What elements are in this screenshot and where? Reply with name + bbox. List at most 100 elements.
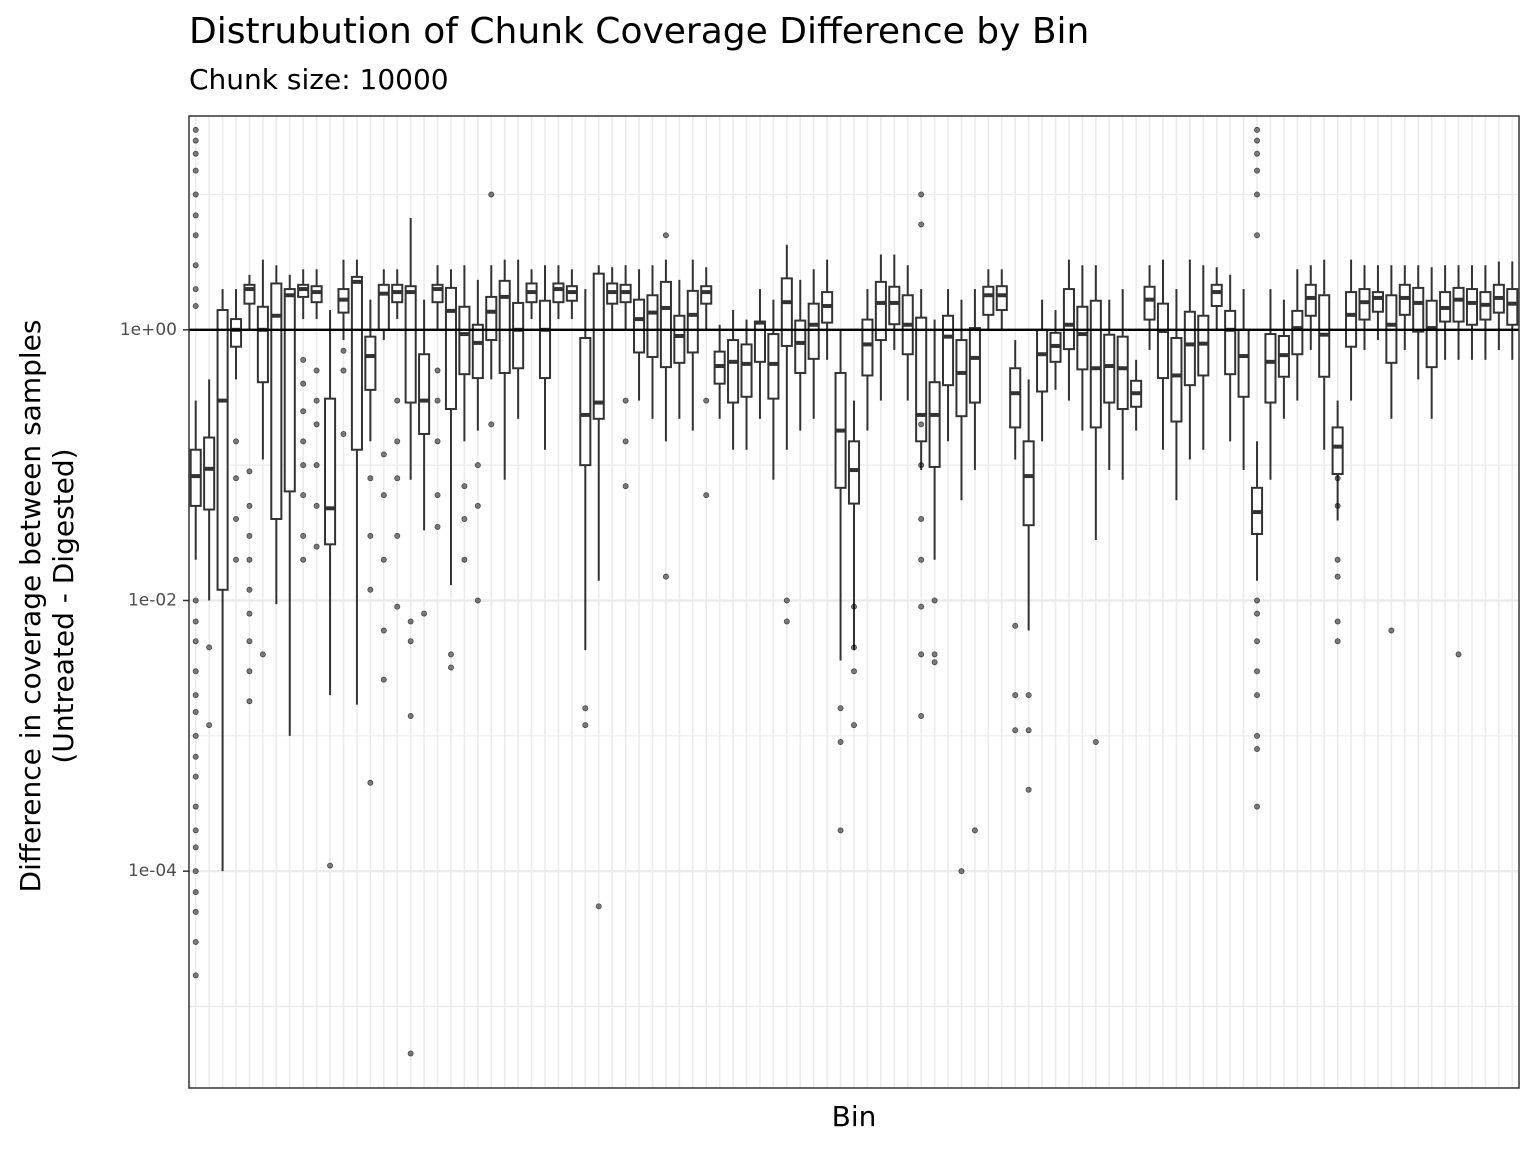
outlier — [192, 638, 199, 645]
outlier — [380, 676, 387, 683]
outlier — [851, 722, 858, 729]
outlier — [703, 397, 710, 404]
box — [1076, 305, 1089, 371]
outlier — [918, 462, 925, 469]
outlier — [259, 651, 266, 658]
outlier — [1012, 692, 1019, 699]
box — [471, 323, 484, 380]
box — [1183, 310, 1196, 387]
outlier — [192, 137, 199, 144]
outlier — [313, 367, 320, 374]
box — [874, 280, 887, 342]
outlier — [931, 651, 938, 658]
outlier — [461, 483, 468, 490]
outlier — [474, 502, 481, 509]
box — [753, 320, 766, 363]
outlier — [447, 651, 454, 658]
chart-title: Distrubution of Chunk Coverage Differenc… — [189, 11, 1089, 52]
outlier — [192, 302, 199, 309]
outlier — [192, 803, 199, 810]
chart-subtitle: Chunk size: 10000 — [189, 63, 449, 96]
outlier — [192, 844, 199, 851]
box — [633, 298, 646, 354]
outlier — [1254, 610, 1261, 617]
outlier — [582, 722, 589, 729]
outlier — [703, 492, 710, 499]
outlier — [394, 475, 401, 482]
outlier — [407, 1050, 414, 1057]
outlier — [246, 468, 253, 475]
outlier — [192, 286, 199, 293]
box — [1506, 288, 1519, 326]
outlier — [421, 610, 428, 617]
box — [646, 294, 659, 358]
outlier — [192, 753, 199, 760]
box — [982, 285, 995, 316]
box — [310, 285, 323, 304]
box — [324, 397, 337, 546]
outlier — [461, 516, 468, 523]
outlier — [192, 150, 199, 157]
box — [686, 289, 699, 354]
outlier — [367, 475, 374, 482]
outlier — [783, 618, 790, 625]
box — [512, 301, 525, 370]
outlier — [1025, 692, 1032, 699]
box — [740, 343, 753, 398]
outlier — [474, 597, 481, 604]
box — [915, 316, 928, 443]
box — [538, 299, 552, 380]
box — [592, 272, 605, 420]
outlier — [837, 705, 844, 712]
y-tick-label: 1e+00 — [120, 320, 177, 340]
box — [700, 285, 713, 305]
outlier — [918, 221, 925, 228]
outlier — [394, 438, 401, 445]
box — [1412, 286, 1425, 333]
outlier — [1254, 597, 1261, 604]
outlier — [1334, 556, 1341, 563]
outlier — [246, 532, 253, 539]
box — [444, 286, 458, 410]
outlier — [1012, 622, 1019, 629]
outlier — [233, 438, 240, 445]
outlier — [192, 827, 199, 834]
box — [1103, 333, 1116, 404]
outlier — [783, 597, 790, 604]
outlier — [233, 516, 240, 523]
outlier — [1254, 126, 1261, 133]
outlier — [1092, 739, 1099, 746]
outlier — [488, 421, 495, 428]
outlier — [192, 191, 199, 198]
outlier — [192, 126, 199, 133]
outlier — [394, 397, 401, 404]
box — [1291, 309, 1304, 356]
outlier — [192, 262, 199, 269]
outlier — [461, 556, 468, 563]
outlier — [595, 903, 602, 910]
outlier — [192, 908, 199, 915]
outlier — [192, 709, 199, 716]
outlier — [192, 692, 199, 699]
box — [579, 336, 592, 467]
box — [229, 318, 243, 348]
outlier — [931, 597, 938, 604]
outlier — [1334, 475, 1341, 482]
outlier — [192, 732, 199, 739]
outlier — [192, 597, 199, 604]
outlier — [300, 556, 307, 563]
outlier — [1455, 651, 1462, 658]
outlier — [918, 713, 925, 720]
outlier — [246, 668, 253, 675]
outlier — [1012, 727, 1019, 734]
outlier — [246, 638, 253, 645]
outlier — [313, 421, 320, 428]
outlier — [206, 722, 213, 729]
box — [1156, 302, 1170, 380]
box — [458, 305, 471, 376]
outlier — [918, 421, 925, 428]
outlier — [192, 868, 199, 875]
box — [283, 288, 296, 493]
box — [1036, 328, 1049, 393]
